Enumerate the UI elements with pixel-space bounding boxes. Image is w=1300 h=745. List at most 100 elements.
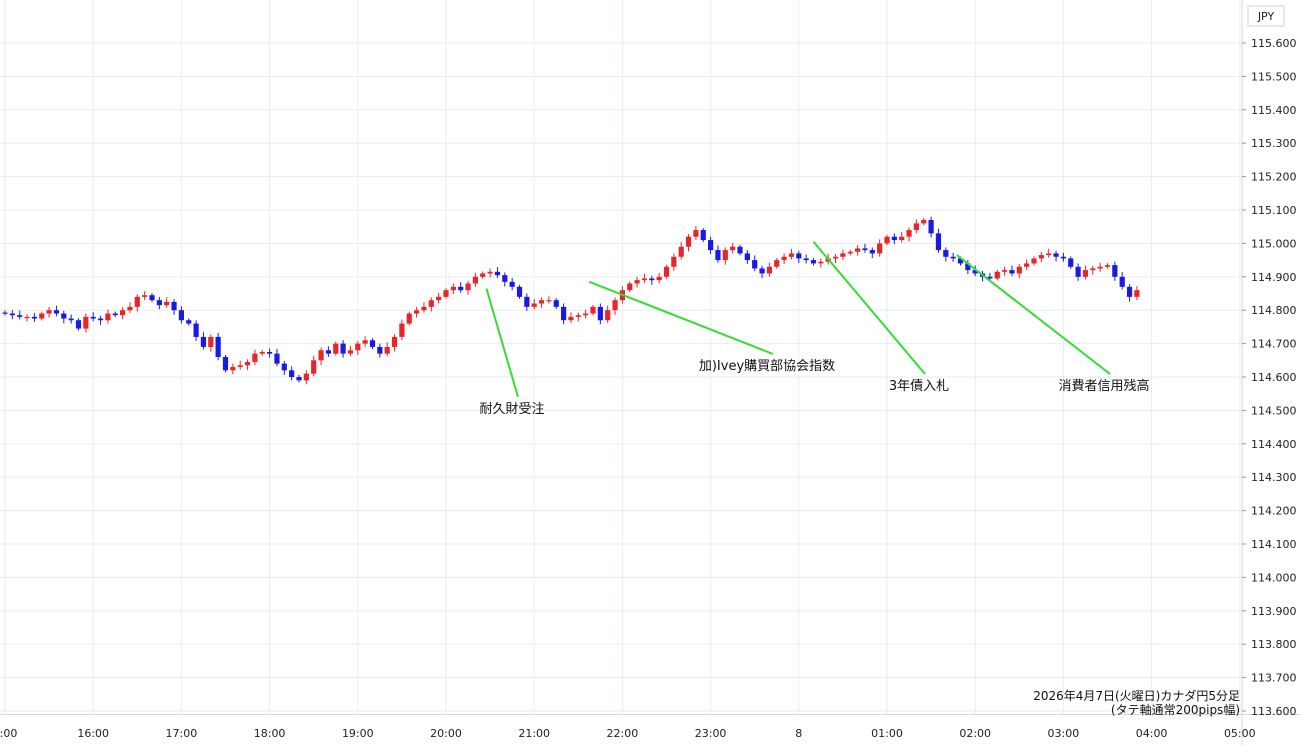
candle-body: [1134, 290, 1140, 297]
candle: [377, 343, 383, 358]
y-tick-label: 115.500: [1251, 70, 1297, 83]
candle-body: [472, 276, 478, 284]
candle: [1038, 251, 1044, 263]
candle-body: [678, 246, 684, 257]
annotation-label: 加)Ivey購買部協会指数: [699, 359, 835, 374]
candle-body: [1104, 265, 1111, 267]
candle-body: [244, 361, 251, 366]
x-tick-label: 20:00: [430, 727, 462, 740]
candle-body: [693, 230, 699, 237]
candle-body: [583, 313, 589, 316]
candle-body: [134, 296, 140, 307]
candle-body: [237, 365, 243, 367]
candle-body: [656, 276, 662, 281]
candle: [61, 310, 67, 324]
candle: [443, 288, 449, 299]
candle: [1097, 262, 1103, 272]
candle: [347, 345, 354, 357]
candle-body: [877, 243, 883, 254]
candle: [90, 312, 96, 322]
candle: [656, 272, 662, 284]
candle: [428, 297, 434, 312]
candle: [935, 228, 942, 253]
candle-body: [744, 253, 750, 261]
candle: [274, 348, 280, 367]
candle-body: [531, 303, 537, 307]
candle-body: [311, 360, 317, 374]
candle-body: [855, 248, 861, 252]
candle-body: [561, 306, 567, 321]
candle: [737, 244, 743, 256]
candle-body: [53, 310, 60, 314]
x-tick-label: 01:00: [871, 727, 903, 740]
candle-body: [421, 306, 427, 311]
candle: [171, 299, 177, 315]
candle: [1016, 264, 1022, 279]
candle: [494, 267, 501, 278]
candle: [921, 218, 927, 226]
candle: [230, 363, 236, 375]
candle: [597, 303, 603, 325]
candle-body: [766, 266, 772, 274]
candle-body: [715, 250, 721, 261]
candle-body: [634, 280, 640, 284]
candle: [9, 310, 15, 320]
candle-body: [641, 278, 648, 281]
candle: [83, 313, 89, 333]
candle: [509, 277, 515, 291]
candle-body: [127, 306, 133, 311]
x-tick-label: 04:00: [1136, 727, 1168, 740]
candle: [678, 242, 684, 260]
annotation-line: [485, 288, 519, 398]
candle-body: [340, 343, 346, 354]
annotation: 消費者信用残高: [956, 254, 1150, 394]
candle: [1112, 261, 1118, 281]
candle: [105, 309, 111, 324]
candle: [810, 258, 817, 266]
y-tick-label: 113.600: [1251, 705, 1297, 718]
x-tick-label: 21:00: [518, 727, 550, 740]
candle-body: [803, 258, 809, 261]
candle: [1126, 284, 1133, 302]
candle: [605, 305, 611, 323]
candle: [869, 247, 875, 259]
candle: [259, 349, 265, 356]
chart-caption-line1: 2026年4月7日(火曜日)カナダ円5分足: [1033, 688, 1240, 703]
y-tick-label: 113.900: [1251, 605, 1297, 618]
annotation-line: [956, 254, 1111, 375]
candle-body: [97, 318, 104, 321]
y-tick-label: 115.100: [1251, 204, 1297, 217]
candle-body: [1002, 270, 1008, 272]
candle-body: [1075, 266, 1081, 277]
x-tick-label: 18:00: [254, 727, 286, 740]
candle: [502, 272, 508, 287]
candle: [142, 291, 148, 301]
y-tick-label: 115.200: [1251, 171, 1297, 184]
candle: [465, 280, 471, 295]
annotation-label: 耐久財受注: [479, 402, 544, 417]
candle-body: [252, 353, 258, 362]
candle: [421, 302, 427, 313]
candle-body: [722, 250, 728, 261]
candle: [362, 336, 368, 347]
candle: [17, 310, 23, 320]
candle: [39, 311, 45, 321]
candle: [311, 355, 317, 377]
y-tick-label: 114.300: [1251, 471, 1297, 484]
candle: [369, 338, 376, 349]
x-tick-label: 02:00: [959, 727, 991, 740]
candle: [355, 340, 361, 355]
candle: [53, 305, 60, 317]
candle: [1053, 250, 1059, 262]
candle: [788, 248, 795, 260]
candle: [700, 228, 706, 243]
candle-body: [17, 315, 23, 317]
candle-body: [105, 313, 111, 321]
candle: [406, 311, 412, 326]
candle-body: [796, 253, 802, 259]
candle: [1104, 263, 1111, 269]
candles: [2, 216, 1140, 385]
candle-body: [884, 236, 890, 244]
candle: [31, 312, 37, 322]
